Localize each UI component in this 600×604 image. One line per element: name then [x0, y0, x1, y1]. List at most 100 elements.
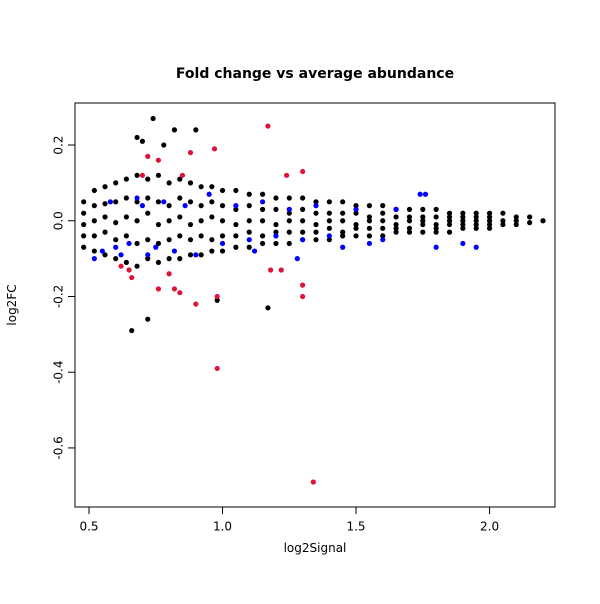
point: [233, 187, 239, 194]
point: [259, 199, 266, 205]
point: [259, 218, 266, 224]
point: [273, 195, 279, 201]
point: [366, 225, 372, 231]
point: [300, 218, 306, 224]
point: [393, 229, 399, 235]
point: [420, 221, 426, 228]
point: [193, 301, 199, 307]
point: [113, 180, 119, 186]
point: [433, 206, 439, 212]
point: [107, 199, 113, 205]
point: [198, 218, 204, 224]
point: [473, 244, 479, 250]
point: [460, 210, 466, 216]
point: [286, 206, 292, 212]
point: [446, 218, 453, 224]
point: [134, 240, 140, 247]
point: [219, 233, 226, 239]
point: [353, 221, 359, 228]
point: [353, 225, 359, 231]
point: [300, 282, 306, 288]
point: [153, 244, 159, 250]
point: [300, 206, 306, 212]
point: [278, 267, 284, 273]
point: [219, 248, 226, 254]
point: [209, 237, 215, 243]
point: [313, 221, 319, 228]
point: [366, 203, 372, 209]
point: [473, 225, 479, 231]
point: [420, 218, 426, 224]
point: [422, 191, 429, 197]
point: [500, 218, 506, 224]
point: [446, 221, 453, 228]
point: [284, 172, 290, 178]
point: [486, 221, 493, 228]
point: [206, 191, 212, 197]
point: [134, 199, 140, 205]
point: [198, 203, 204, 209]
point: [473, 218, 479, 224]
point: [406, 206, 413, 212]
point: [155, 157, 162, 163]
point: [433, 214, 439, 220]
point: [126, 267, 132, 273]
point: [380, 218, 386, 224]
point: [273, 233, 279, 239]
point: [161, 142, 167, 148]
point: [123, 259, 129, 266]
point: [91, 203, 97, 209]
point: [393, 214, 399, 220]
point: [145, 153, 151, 159]
point: [310, 479, 316, 485]
point: [219, 218, 226, 224]
point: [486, 210, 493, 216]
point: [527, 214, 533, 220]
point: [380, 233, 386, 239]
point: [171, 127, 178, 133]
point: [129, 274, 135, 281]
point: [171, 286, 178, 292]
point: [177, 256, 183, 262]
point: [313, 203, 319, 209]
point: [113, 199, 119, 205]
point: [460, 221, 466, 228]
point: [209, 214, 215, 220]
point: [155, 259, 162, 266]
point: [145, 237, 151, 243]
point: [393, 221, 399, 228]
point: [219, 240, 226, 247]
point: [102, 201, 108, 207]
point: [246, 244, 252, 250]
point: [91, 248, 97, 254]
point: [326, 218, 332, 224]
point: [406, 218, 413, 224]
point: [187, 199, 194, 205]
point: [313, 210, 319, 216]
point: [380, 210, 386, 216]
point: [219, 203, 226, 209]
point: [340, 233, 346, 239]
point: [500, 210, 506, 216]
point: [182, 203, 188, 209]
point: [433, 229, 439, 235]
y-tick-label: 0.0: [52, 211, 66, 230]
point: [91, 233, 97, 239]
point: [198, 233, 204, 239]
x-tick-label: 1.5: [346, 520, 365, 534]
point: [486, 214, 493, 220]
point: [91, 256, 97, 262]
point: [198, 184, 204, 190]
point: [527, 220, 533, 226]
point: [139, 172, 146, 178]
point: [102, 252, 108, 258]
point: [366, 218, 372, 224]
point: [155, 240, 162, 247]
point: [326, 225, 332, 231]
point: [81, 210, 87, 216]
point: [81, 244, 87, 250]
point: [446, 210, 453, 216]
y-tick-label: -0.4: [52, 360, 66, 383]
point: [340, 244, 346, 250]
point: [513, 218, 519, 224]
